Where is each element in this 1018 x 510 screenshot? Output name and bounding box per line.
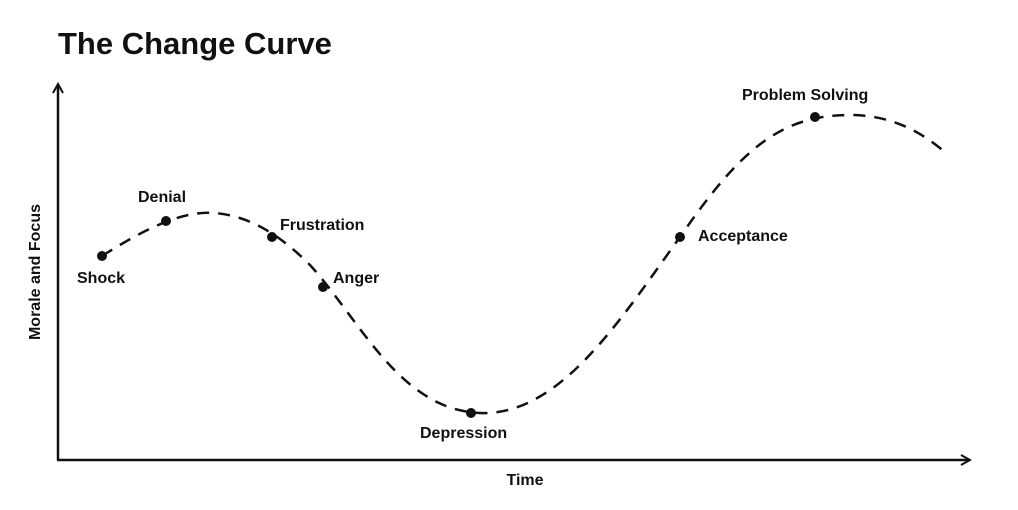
stage-point [267, 232, 277, 242]
change-curve [101, 113, 946, 415]
stage-point [97, 251, 107, 261]
stage-label: Shock [77, 270, 125, 287]
stage-point [318, 282, 328, 292]
stage-label: Acceptance [698, 228, 788, 245]
stage-label: Problem Solving [742, 87, 868, 104]
stage-point [675, 232, 685, 242]
stage-label: Anger [333, 270, 379, 287]
stage-point [161, 216, 171, 226]
x-axis-label: Time [506, 472, 543, 489]
stage-point [810, 112, 820, 122]
title: The Change Curve [58, 26, 332, 61]
y-axis-label: Morale and Focus [27, 204, 44, 340]
stage-label: Depression [420, 425, 507, 442]
stage-label: Frustration [280, 217, 364, 234]
stage-point [466, 408, 476, 418]
stage-label: Denial [138, 189, 186, 206]
